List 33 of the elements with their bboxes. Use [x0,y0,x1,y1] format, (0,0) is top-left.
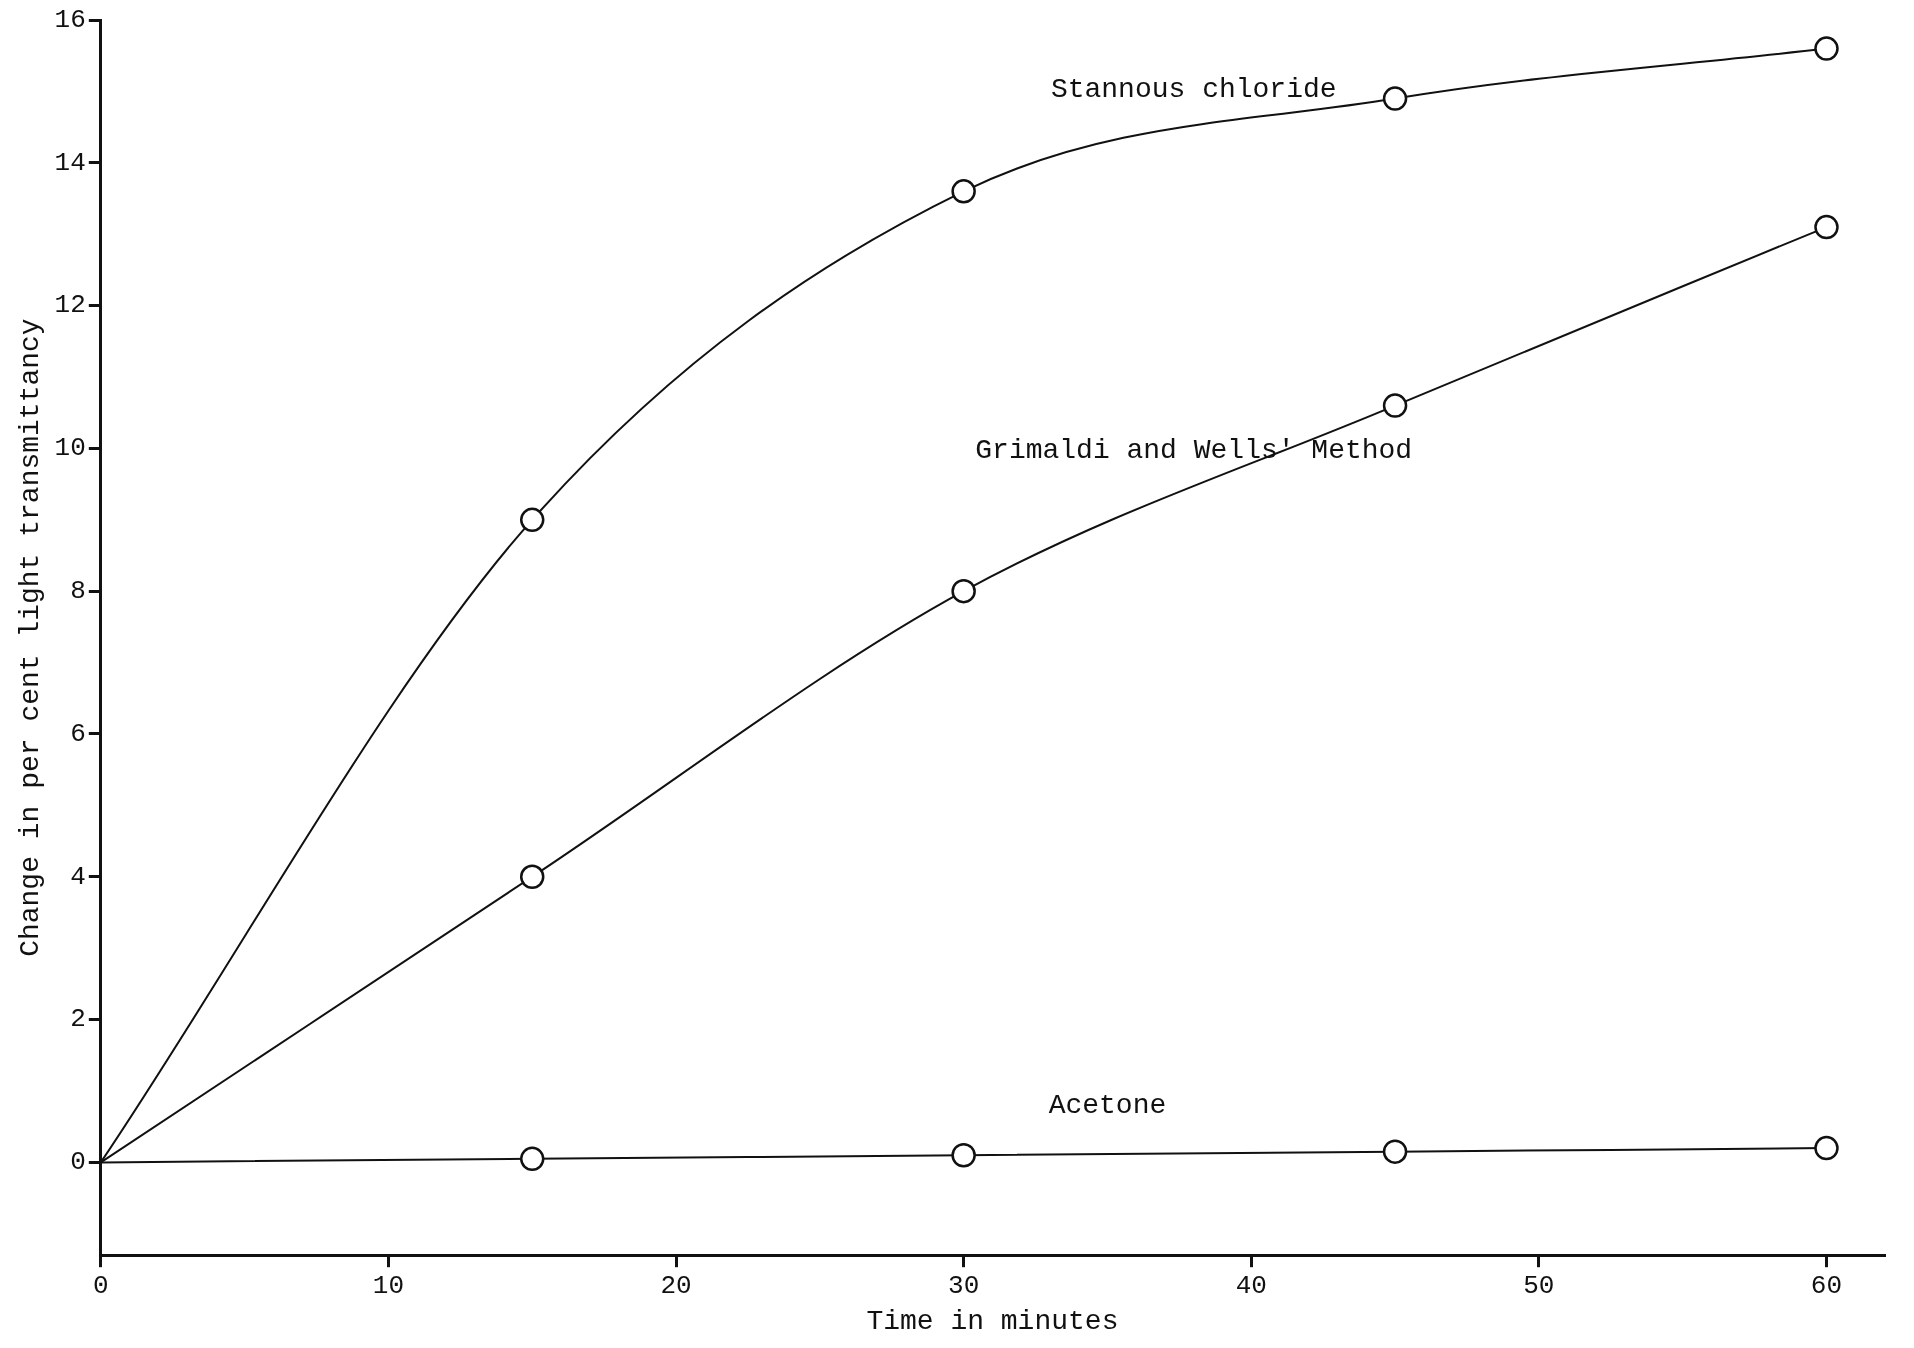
x-tick-label: 30 [948,1270,980,1301]
series-label: Acetone [1048,1090,1167,1122]
point [1382,393,1408,418]
x-axis-title: Time in minutes [866,1305,1119,1337]
x-tick-label: 10 [372,1270,405,1301]
point [519,1146,545,1172]
y-tick-label: 0 [70,1147,86,1178]
series-label: Stannous chloride [1050,74,1337,106]
y-tick-label: 4 [70,861,86,892]
point [951,1142,976,1168]
y-tick-label: 12 [54,290,86,321]
point [1814,214,1839,240]
y-tick-label: 14 [54,147,86,178]
y-tick-label: 6 [70,718,86,749]
y-tick-label: 10 [54,433,86,464]
x-tick-label: 50 [1523,1270,1555,1301]
point [1814,36,1839,61]
y-tick-label: 16 [54,4,86,35]
x-tick-label: 40 [1235,1270,1267,1301]
series-label: Grimaldi and Wells' Method [975,434,1413,466]
y-axis-title: Change in per cent light transmittancy [15,318,47,957]
point [1382,1139,1408,1164]
point [951,578,976,604]
point [519,507,545,533]
x-tick-label: 20 [660,1270,692,1301]
y-tick-label: 2 [70,1004,86,1035]
point [519,864,545,890]
point [1382,86,1408,111]
x-tick-label: 60 [1810,1270,1843,1301]
y-tick-label: 8 [70,576,86,607]
x-tick-label: 0 [93,1270,109,1301]
point [951,179,976,204]
point [1814,1135,1839,1161]
